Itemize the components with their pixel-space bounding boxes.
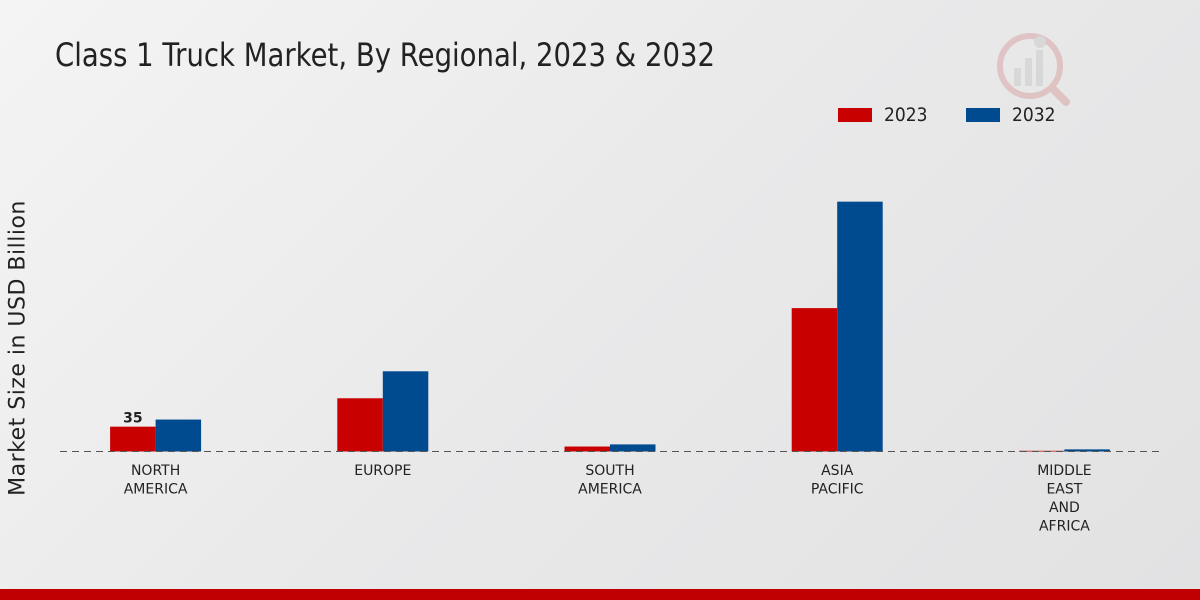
bar-2023-south-america xyxy=(564,446,610,452)
x-tick-label-europe: EUROPE xyxy=(354,463,411,479)
bar-2023-north-america xyxy=(110,426,156,452)
chart-title: Class 1 Truck Market, By Regional, 2023 … xyxy=(55,36,715,74)
x-tick-label-middle-east-and-africa: MIDDLE EAST AND AFRICA xyxy=(1037,463,1091,535)
bar-2032-europe xyxy=(382,371,429,452)
x-tick-label-south-america: SOUTH AMERICA xyxy=(578,463,642,498)
watermark-logo-icon xyxy=(997,33,1070,106)
legend-label-2023: 2023 xyxy=(884,104,928,126)
bar-2032-north-america xyxy=(155,419,202,452)
bar-2023-middle-east-and-africa xyxy=(1018,450,1065,452)
legend-item-2023: 2023 xyxy=(838,104,932,126)
x-tick-label-north-america: NORTH AMERICA xyxy=(124,463,188,498)
bar-2023-europe xyxy=(337,398,383,452)
legend-label-2032: 2032 xyxy=(1012,104,1056,126)
legend-swatch-2023 xyxy=(838,108,872,122)
bar-2023-asia-pacific xyxy=(791,308,838,452)
x-tick-label-asia-pacific: ASIA PACIFIC xyxy=(811,463,864,498)
legend-swatch-2032 xyxy=(966,108,1001,122)
legend: 2023 2032 xyxy=(838,104,1095,126)
bar-2032-south-america xyxy=(610,444,656,452)
legend-item-2032: 2032 xyxy=(966,104,1060,126)
bar-2032-asia-pacific xyxy=(837,201,883,452)
data-label-2023-0: 35 xyxy=(123,411,142,427)
footer-bar xyxy=(0,589,1200,600)
bar-2032-middle-east-and-africa xyxy=(1064,449,1110,452)
